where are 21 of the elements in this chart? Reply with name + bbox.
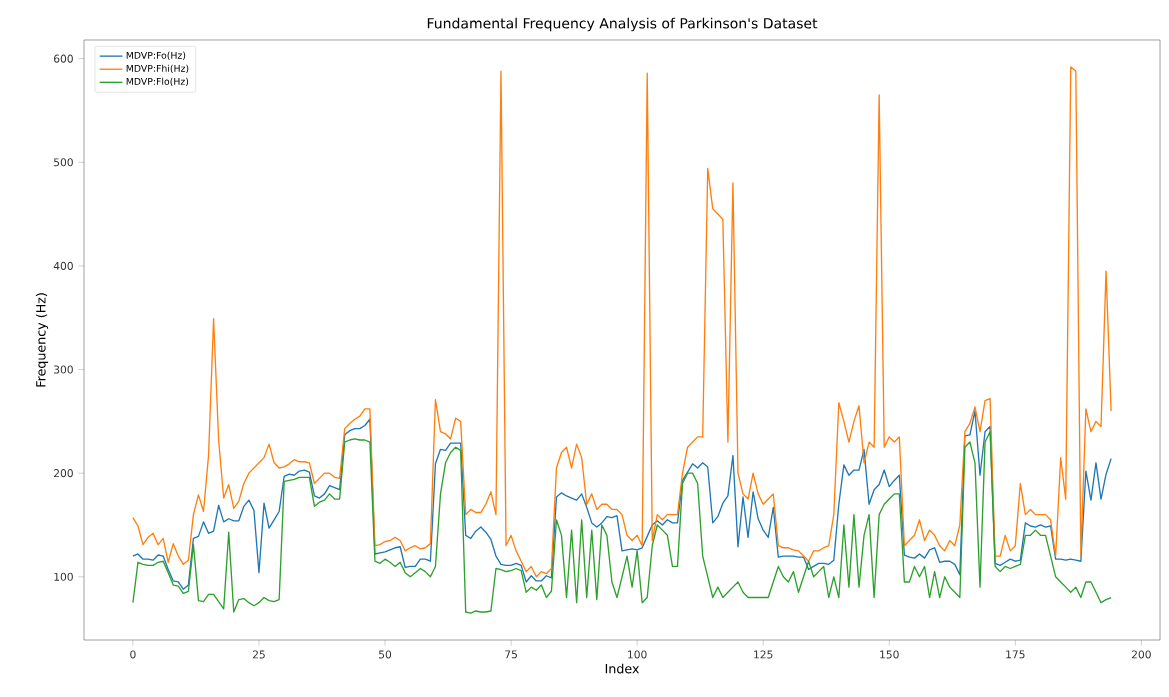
x-tick-label: 175 bbox=[1006, 650, 1025, 659]
x-tick-label: 50 bbox=[379, 650, 392, 659]
chart-title: Fundamental Frequency Analysis of Parkinson's Dataset bbox=[427, 17, 818, 32]
y-tick-label: 300 bbox=[54, 365, 73, 374]
y-tick-label: 600 bbox=[54, 54, 73, 63]
x-tick-label: 200 bbox=[1131, 650, 1151, 659]
x-tick-label: 150 bbox=[880, 650, 899, 659]
y-tick-label: 100 bbox=[54, 572, 73, 581]
x-tick-label: 125 bbox=[754, 650, 773, 659]
x-tick-label: 75 bbox=[505, 650, 517, 659]
legend-label: MDVP:Fhi(Hz) bbox=[126, 64, 189, 73]
legend-label: MDVP:Fo(Hz) bbox=[126, 51, 186, 60]
y-axis-title: Frequency (Hz) bbox=[35, 293, 49, 387]
y-tick-label: 200 bbox=[54, 469, 73, 478]
x-axis-title: Index bbox=[605, 663, 640, 674]
y-tick-label: 400 bbox=[53, 261, 73, 270]
x-tick-label: 25 bbox=[252, 650, 265, 659]
legend-label: MDVP:Flo(Hz) bbox=[126, 77, 189, 87]
y-tick-label: 500 bbox=[54, 158, 73, 167]
x-tick-label: 100 bbox=[628, 650, 647, 659]
x-tick-label: 0 bbox=[130, 650, 136, 659]
